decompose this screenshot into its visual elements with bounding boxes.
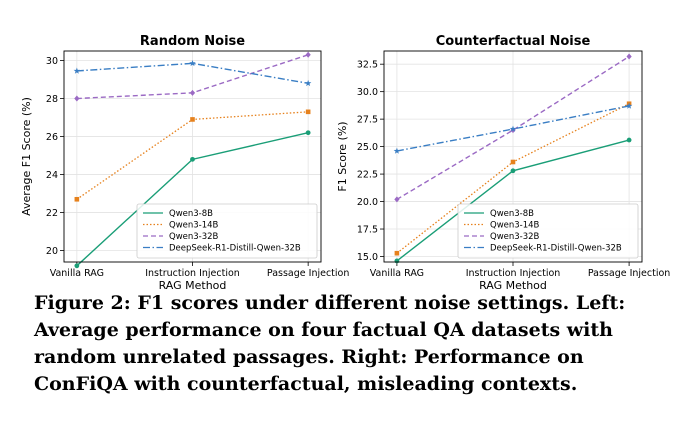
- y-tick-label: 22: [46, 208, 58, 219]
- y-tick-label: 20.0: [357, 197, 378, 208]
- legend-label: Qwen3-8B: [169, 209, 213, 219]
- series-deepseek-r1-distill-qwen-32b: [393, 102, 633, 154]
- data-point: [394, 258, 400, 264]
- legend-box: [457, 203, 639, 259]
- series-qwen3-8b: [74, 130, 311, 269]
- x-tick-label: Instruction Injection: [466, 268, 561, 279]
- data-point: [510, 168, 516, 174]
- legend-label: DeepSeek-R1-Distill-Qwen-32B: [169, 244, 301, 254]
- series-line: [396, 55, 630, 200]
- y-axis-label: Average F1 Score (%): [20, 97, 33, 216]
- series-line: [76, 62, 309, 85]
- data-point: [626, 53, 632, 60]
- y-tick-label: 24: [46, 170, 58, 181]
- legend-label: Qwen3-8B: [490, 209, 534, 219]
- data-point: [305, 109, 311, 115]
- data-point: [394, 250, 400, 256]
- y-tick-label: 25.0: [357, 142, 378, 153]
- series-qwen3-14b: [74, 109, 311, 202]
- y-tick-label: 20: [46, 246, 58, 257]
- chart-counterfactual-noise: Counterfactual Noise 15.0 17.5 20.0 22.5 25.0…: [336, 34, 670, 290]
- data-point: [393, 147, 401, 154]
- x-tick-label: Passage Injection: [267, 268, 349, 279]
- figure-caption: Figure 2: F1 scores under different nois…: [34, 292, 626, 395]
- series-deepseek-r1-distill-qwen-32b: [73, 59, 312, 87]
- x-axis-label: RAG Method: [479, 279, 547, 290]
- data-point: [510, 159, 516, 165]
- series-qwen3-32b: [74, 51, 311, 102]
- x-tick-label: Instruction Injection: [145, 268, 240, 279]
- data-point: [305, 130, 311, 136]
- y-tick-label: 28: [46, 94, 58, 105]
- data-point: [190, 117, 195, 122]
- chart-random-noise: Random Noise 20 22 24 26 28 30 Vanilla RAG Instr…: [20, 34, 349, 290]
- y-tick-label: 15.0: [357, 252, 378, 263]
- data-point: [73, 67, 81, 74]
- x-tick-label: Vanilla RAG: [370, 268, 424, 279]
- plot-frame: [383, 50, 643, 263]
- y-tick-label: 30.0: [357, 87, 378, 98]
- data-point: [626, 137, 632, 143]
- x-tick-label: Passage Injection: [588, 268, 670, 279]
- data-point: [394, 196, 400, 203]
- data-point: [74, 263, 80, 269]
- data-point: [625, 102, 633, 109]
- noise-charts: Random Noise 20 22 24 26 28 30 Vanilla RAG Instr…: [20, 34, 670, 290]
- y-tick-label: 17.5: [357, 225, 378, 236]
- plot-frame: [63, 50, 322, 263]
- x-tick-label: Vanilla RAG: [50, 268, 104, 279]
- data-point: [74, 95, 80, 102]
- x-axis-label: RAG Method: [159, 279, 227, 290]
- data-point: [190, 156, 195, 162]
- data-point: [189, 89, 196, 96]
- chart-title: Random Noise: [140, 34, 245, 49]
- y-tick-label: 30: [46, 56, 58, 67]
- data-point: [74, 196, 80, 202]
- y-tick-label: 32.5: [357, 60, 378, 71]
- legend-box: [136, 203, 318, 259]
- legend-label: Qwen3-32B: [169, 232, 219, 242]
- y-tick-label: 27.5: [357, 115, 378, 126]
- legend-label: Qwen3-14B: [169, 221, 219, 231]
- y-axis-label: F1 Score (%): [336, 121, 349, 191]
- legend-label: Qwen3-14B: [490, 221, 540, 231]
- data-point: [509, 125, 517, 132]
- data-point: [304, 79, 312, 87]
- legend-label: Qwen3-32B: [490, 232, 540, 242]
- data-point: [305, 51, 311, 58]
- legend-label: DeepSeek-R1-Distill-Qwen-32B: [490, 244, 622, 254]
- data-point: [189, 59, 196, 67]
- y-tick-label: 26: [46, 132, 58, 143]
- chart-title: Counterfactual Noise: [436, 34, 591, 49]
- y-tick-label: 22.5: [357, 170, 378, 181]
